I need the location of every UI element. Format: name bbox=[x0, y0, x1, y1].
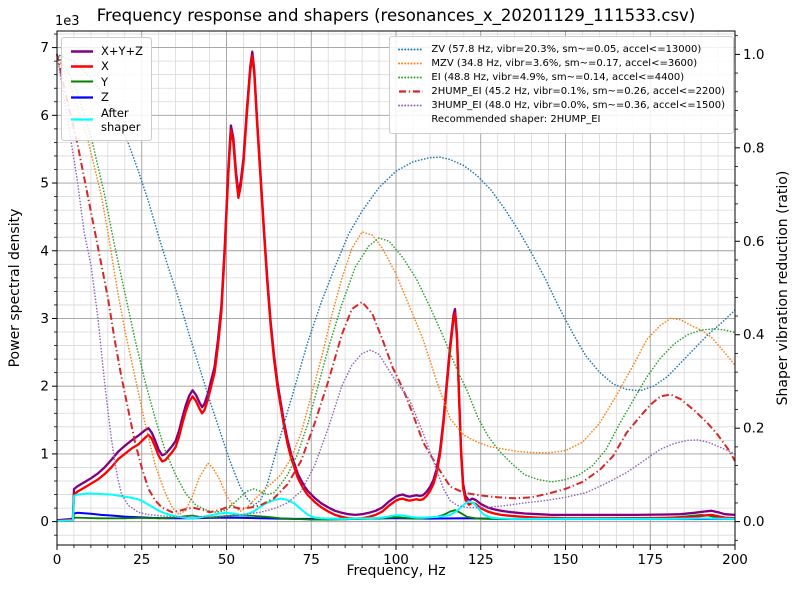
legend-shapers: ZV (57.8 Hz, vibr=20.3%, sm~=0.05, accel… bbox=[389, 36, 734, 134]
chart-title: Frequency response and shapers (resonanc… bbox=[96, 6, 696, 25]
legend-swatch-ei bbox=[398, 76, 425, 79]
legend-entry-zv: ZV (57.8 Hz, vibr=20.3%, sm~=0.05, accel… bbox=[398, 44, 725, 57]
legend-note: Recommended shaper: 2HUMP_EI bbox=[398, 114, 725, 127]
series-after-shaper bbox=[56, 492, 736, 522]
y-right-tick-label: 0.6 bbox=[743, 234, 764, 250]
y-axis-offset-label: 1e3 bbox=[55, 14, 80, 29]
x-tick-label: 200 bbox=[722, 552, 748, 568]
y-right-tick-label: 0.2 bbox=[743, 421, 764, 437]
legend-swatch-x bbox=[71, 65, 93, 68]
x-axis-label: Frequency, Hz bbox=[346, 563, 446, 579]
legend-label: 2HUMP_EI (45.2 Hz, vibr=0.1%, sm~=0.26, … bbox=[431, 85, 725, 97]
legend-swatch-zv bbox=[398, 48, 425, 51]
series-x bbox=[56, 54, 736, 523]
legend-label: X+Y+Z bbox=[101, 44, 144, 58]
legend-label: EI (48.8 Hz, vibr=4.9%, sm~=0.14, accel<… bbox=[431, 71, 685, 83]
series-ei bbox=[56, 53, 736, 514]
legend-swatch-z bbox=[71, 96, 93, 99]
y-left-tick-label: 7 bbox=[40, 40, 49, 56]
legend-swatch-blank bbox=[398, 114, 424, 125]
y-right-tick-label: 0.4 bbox=[743, 327, 764, 343]
y-right-tick-label: 0.8 bbox=[743, 140, 764, 156]
y-axis-right-label: Shaper vibration reduction (ratio) bbox=[775, 170, 791, 406]
x-tick-label: 125 bbox=[468, 552, 494, 568]
legend-label: Z bbox=[101, 90, 109, 105]
legend-swatch-x-y-z-sum bbox=[71, 49, 93, 53]
y-left-tick-label: 2 bbox=[40, 379, 49, 395]
legend-psd-series: X+Y+Z X Y Z After shaper bbox=[61, 37, 153, 142]
legend-swatch-y bbox=[71, 80, 93, 83]
series-mzv bbox=[56, 53, 736, 516]
legend-entry-3hump-ei: 3HUMP_EI (48.0 Hz, vibr=0.0%, sm~=0.36, … bbox=[398, 100, 725, 113]
legend-label: 3HUMP_EI (48.0 Hz, vibr=0.0%, sm~=0.36, … bbox=[431, 99, 725, 111]
legend-entry-z: Z bbox=[70, 90, 143, 104]
legend-entry-x-y-z-sum: X+Y+Z bbox=[70, 44, 143, 58]
legend-label: MZV (34.8 Hz, vibr=3.6%, sm~=0.17, accel… bbox=[431, 57, 698, 69]
y-left-tick-label: 4 bbox=[40, 243, 49, 259]
legend-label: X bbox=[101, 59, 109, 74]
series-x-y-z-sum bbox=[56, 50, 736, 522]
x-tick-label: 25 bbox=[133, 552, 150, 568]
y-left-tick-label: 1 bbox=[40, 446, 49, 462]
legend-entry-x: X bbox=[70, 59, 143, 73]
y-left-tick-label: 5 bbox=[40, 176, 49, 192]
legend-swatch-2hump-ei bbox=[399, 90, 424, 93]
x-tick-label: 0 bbox=[53, 552, 62, 568]
x-tick-label: 150 bbox=[553, 552, 579, 568]
legend-entry-after-shaper: After shaper bbox=[70, 106, 143, 135]
y-left-tick-label: 3 bbox=[40, 311, 49, 327]
legend-swatch-mzv bbox=[398, 62, 425, 65]
legend-entry-mzv: MZV (34.8 Hz, vibr=3.6%, sm~=0.17, accel… bbox=[398, 58, 725, 71]
y-right-tick-label: 0.0 bbox=[743, 514, 764, 530]
legend-swatch-3hump-ei bbox=[398, 104, 425, 107]
legend-label: ZV (57.8 Hz, vibr=20.3%, sm~=0.05, accel… bbox=[431, 43, 702, 55]
y-axis-left-label: Power spectral density bbox=[7, 208, 23, 368]
y-right-tick-label: 1.0 bbox=[743, 47, 764, 63]
legend-swatch-after-shaper bbox=[71, 118, 93, 122]
legend-entry-y: Y bbox=[70, 75, 143, 89]
legend-label: Y bbox=[101, 74, 109, 89]
series-2hump-ei bbox=[56, 54, 736, 514]
y-left-tick-label: 6 bbox=[40, 108, 49, 124]
legend-label: Recommended shaper: 2HUMP_EI bbox=[431, 113, 601, 125]
x-tick-label: 100 bbox=[383, 552, 409, 568]
x-tick-label: 175 bbox=[637, 552, 663, 568]
x-tick-label: 50 bbox=[218, 552, 235, 568]
y-left-tick-label: 0 bbox=[40, 514, 49, 530]
legend-label: After shaper bbox=[101, 105, 141, 134]
legend-entry-2hump-ei: 2HUMP_EI (45.2 Hz, vibr=0.1%, sm~=0.26, … bbox=[398, 86, 725, 99]
legend-entry-ei: EI (48.8 Hz, vibr=4.9%, sm~=0.14, accel<… bbox=[398, 72, 725, 85]
x-tick-label: 75 bbox=[303, 552, 320, 568]
